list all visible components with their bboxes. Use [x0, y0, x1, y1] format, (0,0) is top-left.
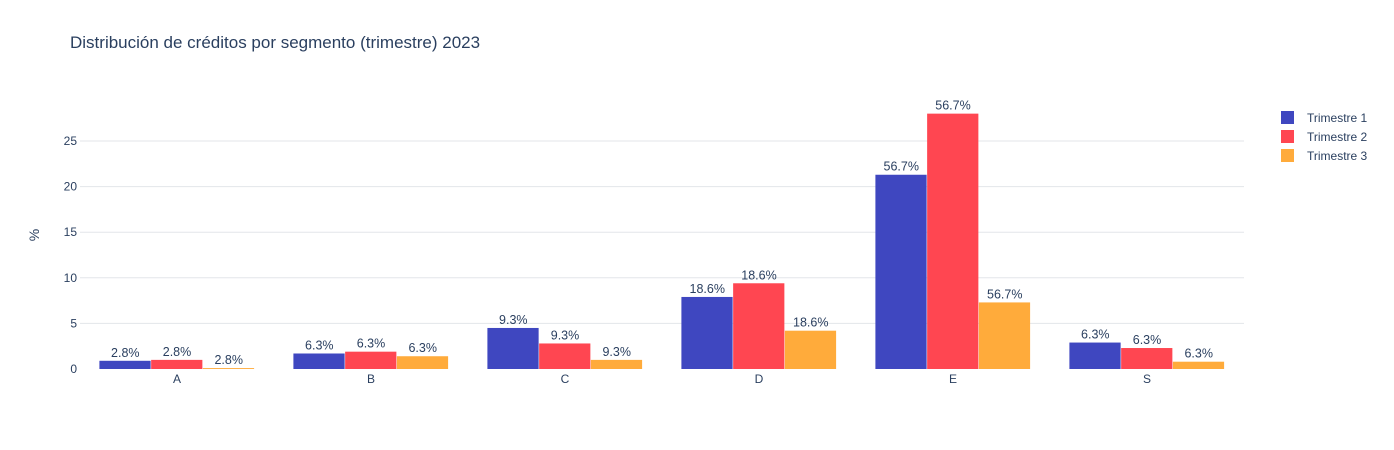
- x-tick-label: D: [755, 372, 764, 386]
- bars: [99, 113, 1225, 369]
- data-label: 6.3%: [305, 338, 334, 352]
- x-tick-label: A: [173, 372, 181, 386]
- bar[interactable]: [539, 343, 591, 369]
- legend-swatch[interactable]: [1281, 149, 1294, 162]
- data-label: 6.3%: [1184, 347, 1213, 361]
- bar[interactable]: [345, 351, 397, 369]
- bar[interactable]: [875, 174, 927, 369]
- data-label: 9.3%: [551, 328, 580, 342]
- x-tick-label: E: [949, 372, 957, 386]
- data-label: 18.6%: [741, 268, 776, 282]
- legend[interactable]: Trimestre 1 Trimestre 2 Trimestre 3: [1281, 111, 1368, 163]
- y-tick-label: 0: [70, 362, 77, 376]
- legend-swatch[interactable]: [1281, 130, 1294, 143]
- data-label: 2.8%: [214, 353, 243, 367]
- data-label: 6.3%: [1081, 328, 1110, 342]
- bar[interactable]: [784, 330, 837, 369]
- legend-item-label[interactable]: Trimestre 1: [1307, 111, 1368, 125]
- data-label: 9.3%: [602, 345, 631, 359]
- bar[interactable]: [396, 356, 449, 369]
- y-tick-label: 20: [64, 180, 78, 194]
- data-label: 56.7%: [884, 160, 919, 174]
- bar[interactable]: [590, 359, 643, 369]
- y-axis-title: %: [26, 229, 42, 241]
- y-tick-label: 10: [64, 271, 78, 285]
- bar[interactable]: [681, 296, 733, 369]
- legend-swatch[interactable]: [1281, 111, 1294, 124]
- bar[interactable]: [978, 302, 1031, 369]
- data-label: 56.7%: [935, 99, 970, 113]
- grid-lines: [80, 140, 1244, 324]
- data-label: 6.3%: [357, 337, 386, 351]
- data-label: 6.3%: [408, 341, 437, 355]
- y-tick-label: 25: [64, 134, 78, 148]
- bar[interactable]: [927, 113, 979, 369]
- y-tick-label: 15: [64, 225, 78, 239]
- bar[interactable]: [1172, 361, 1225, 369]
- bar[interactable]: [487, 327, 539, 369]
- bar[interactable]: [202, 368, 255, 369]
- x-tick-label: S: [1143, 372, 1151, 386]
- bar[interactable]: [293, 353, 345, 369]
- chart-title: Distribución de créditos por segmento (t…: [70, 33, 481, 52]
- data-label: 2.8%: [111, 346, 140, 360]
- data-label: 6.3%: [1133, 333, 1162, 347]
- x-tick-label: C: [561, 372, 570, 386]
- data-labels: 2.8% 2.8% 2.8% 6.3% 6.3% 6.3% 9.3% 9.3% 9.3% 18.6…: [111, 99, 1213, 367]
- legend-item-label[interactable]: Trimestre 2: [1307, 130, 1368, 144]
- legend-item-label[interactable]: Trimestre 3: [1307, 149, 1368, 163]
- bar[interactable]: [151, 359, 203, 369]
- bar[interactable]: [733, 283, 785, 369]
- data-label: 18.6%: [690, 282, 725, 296]
- data-label: 18.6%: [793, 316, 828, 330]
- bar[interactable]: [1069, 342, 1121, 369]
- data-label: 9.3%: [499, 313, 528, 327]
- data-label: 2.8%: [163, 345, 192, 359]
- bar[interactable]: [1121, 348, 1173, 369]
- data-label: 56.7%: [987, 287, 1022, 301]
- y-axis-ticks: 0 5 10 15 20 25: [64, 134, 78, 376]
- x-tick-label: B: [367, 372, 375, 386]
- bar[interactable]: [99, 360, 151, 369]
- y-tick-label: 5: [70, 316, 77, 330]
